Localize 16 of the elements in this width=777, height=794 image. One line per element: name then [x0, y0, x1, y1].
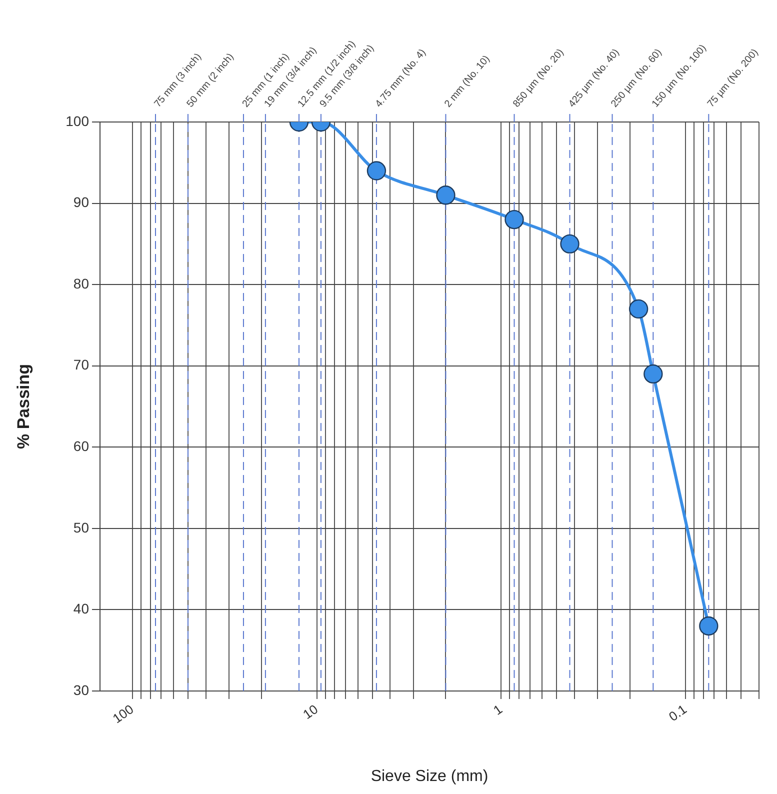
- y-tick-label: 70: [73, 356, 90, 373]
- x-axis-title: Sieve Size (mm): [370, 768, 488, 785]
- x-tick-label: 10: [300, 701, 321, 722]
- y-axis-title: % Passing: [14, 364, 33, 450]
- y-tick-label: 90: [73, 194, 90, 210]
- y-tick-label: 100: [66, 112, 90, 129]
- y-tick-label: 30: [73, 682, 90, 698]
- y-tick-label: 50: [73, 519, 90, 536]
- ref-line-label: 850 µm (No. 20): [511, 47, 566, 110]
- ref-line-label: 2 mm (No. 10): [442, 54, 492, 110]
- x-tick-label: 1: [490, 701, 506, 718]
- y-tick-label: 60: [73, 438, 90, 454]
- y-tick-label: 80: [73, 275, 90, 292]
- x-tick-label: 0.1: [666, 701, 690, 724]
- y-tick-label: 40: [73, 600, 90, 617]
- x-tick-label: 100: [110, 701, 136, 726]
